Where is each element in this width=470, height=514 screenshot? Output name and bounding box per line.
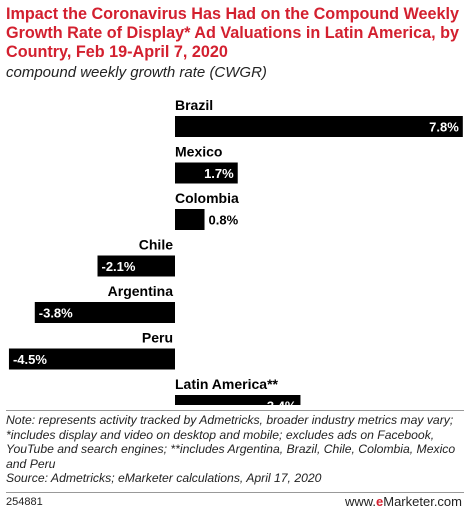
source-text: Source: Admetricks; eMarketer calculatio… <box>6 471 322 485</box>
category-label-0: Brazil <box>175 97 213 113</box>
bar-2 <box>175 209 205 230</box>
chart-subtitle: compound weekly growth rate (CWGR) <box>6 64 267 81</box>
bar-4 <box>34 302 175 323</box>
footer-divider-top <box>6 410 464 411</box>
value-label-1: 1.7% <box>204 166 234 181</box>
bar-3 <box>97 255 175 277</box>
bar-6 <box>175 395 301 405</box>
category-label-6: Latin America** <box>175 376 279 392</box>
category-label-3: Chile <box>139 237 173 253</box>
value-label-2: 0.8% <box>209 213 239 228</box>
category-label-4: Argentina <box>108 283 174 299</box>
footnote: Note: represents activity tracked by Adm… <box>6 413 466 486</box>
chart-title: Impact the Coronavirus Has Had on the Co… <box>6 5 460 61</box>
category-label-2: Colombia <box>175 190 239 206</box>
value-label-3: -2.1% <box>102 259 136 274</box>
brand-rest: Marketer.com <box>383 494 462 509</box>
footer-divider-bottom <box>6 492 464 493</box>
value-label-0: 7.8% <box>429 120 459 135</box>
note-text: Note: represents activity tracked by Adm… <box>6 413 456 471</box>
chart-id: 254881 <box>6 496 43 508</box>
brand-logo[interactable]: www.eMarketer.com <box>345 494 462 509</box>
bar-chart: Brazil 7.8% Mexico 1.7% Colombia 0.8% Chile-2.… <box>8 97 463 406</box>
bar-0 <box>175 116 463 137</box>
category-label-1: Mexico <box>175 144 222 160</box>
value-label-4: -3.8% <box>39 306 73 321</box>
value-label-5: -4.5% <box>13 352 47 367</box>
brand-e: e <box>376 494 384 509</box>
bar-1 <box>175 162 238 184</box>
bar-5 <box>8 348 176 370</box>
brand-prefix: www. <box>344 494 377 509</box>
category-label-5: Peru <box>142 330 173 346</box>
value-label-6: 3.4% <box>267 399 297 406</box>
